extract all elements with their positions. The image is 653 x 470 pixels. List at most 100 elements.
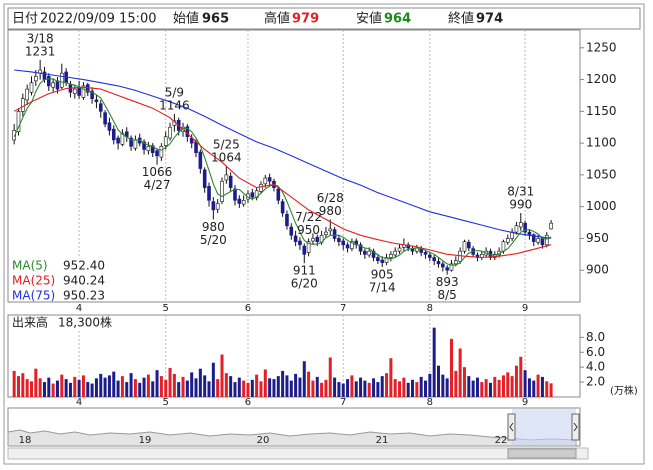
candle-body <box>298 240 302 246</box>
candle-body <box>462 241 467 252</box>
candle-body <box>505 238 510 243</box>
volume-bar <box>268 378 272 397</box>
candle-body <box>432 257 436 261</box>
scrollbar[interactable] <box>7 447 589 460</box>
legend-name: MA(25) <box>12 274 55 288</box>
volume-bar <box>86 382 90 397</box>
annotation-date: 5/20 <box>200 233 227 247</box>
candle-body <box>345 244 350 249</box>
volume-bar <box>237 377 241 397</box>
annotation-date: 7/14 <box>369 281 396 295</box>
volume-bar <box>437 365 441 397</box>
y-tick-label: 900 <box>586 263 609 277</box>
volume-bar <box>203 375 207 397</box>
candle-body <box>21 98 25 112</box>
annotation-date: 3/18 <box>27 31 54 45</box>
navigator-label: 21 <box>376 435 389 446</box>
candle-body <box>59 72 64 88</box>
annotation-date: 7/22 <box>295 210 322 224</box>
volume-bar <box>519 356 523 397</box>
candle-body <box>384 257 389 263</box>
candle-body <box>146 145 151 152</box>
volume-bar <box>216 379 220 397</box>
candle-body <box>133 139 138 149</box>
x-tick-label: 5 <box>163 303 169 314</box>
volume-bar <box>545 381 549 397</box>
volume-bar <box>471 380 475 397</box>
candle-body <box>389 254 393 258</box>
volume-bar <box>146 374 150 397</box>
candle-body <box>228 175 233 188</box>
x-tick-label: 4 <box>76 303 82 314</box>
candle-body <box>337 238 341 242</box>
candle-body <box>289 226 294 236</box>
candle-body <box>77 86 81 96</box>
candle-body <box>501 241 506 252</box>
navigator-handle-left[interactable] <box>507 413 516 441</box>
volume-bar <box>449 338 453 397</box>
volume-bar <box>77 379 81 397</box>
volume-panel <box>7 314 581 398</box>
candle-body <box>47 76 51 87</box>
volume-bar <box>220 354 224 397</box>
navigator-handle-right[interactable] <box>571 413 580 441</box>
volume-bar <box>190 372 194 397</box>
navigator-range[interactable] <box>512 409 576 445</box>
volume-bar <box>246 382 250 397</box>
candle-body <box>363 250 367 255</box>
volume-bar <box>328 357 332 397</box>
candle-body <box>454 260 458 265</box>
volume-bar <box>29 381 33 397</box>
candle-body <box>315 236 320 242</box>
volume-bar <box>99 373 103 397</box>
volume-bar <box>276 376 280 397</box>
annotation-price: 1231 <box>25 44 56 58</box>
navigator-label: 19 <box>139 435 152 446</box>
datetime: 2022/09/09 15:00 <box>40 12 157 27</box>
volume-bar <box>298 377 302 397</box>
candle-body <box>276 188 281 201</box>
candle-body <box>423 252 428 255</box>
volume-bar <box>380 376 384 397</box>
volume-bar <box>64 379 68 397</box>
candle-body <box>16 111 21 132</box>
x-tick-label: 7 <box>340 397 346 408</box>
volume-bar <box>527 378 531 397</box>
volume-bar <box>359 377 363 397</box>
scrollbar-thumb[interactable] <box>507 448 577 459</box>
volume-bar <box>107 375 111 397</box>
candle-body <box>98 103 103 112</box>
volume-latest: 18,300株 <box>58 315 112 330</box>
x-tick-label: 8 <box>427 303 433 314</box>
volume-bar <box>16 376 20 397</box>
candle-body <box>428 254 432 258</box>
legend-name: MA(75) <box>12 289 55 303</box>
candle-body <box>393 250 398 256</box>
volume-bar <box>441 374 445 397</box>
candle-body <box>441 263 445 268</box>
candle-body <box>302 245 307 255</box>
volume-bar <box>393 379 397 397</box>
volume-bar <box>324 379 328 397</box>
candle-body <box>250 192 255 198</box>
volume-bar <box>428 373 432 397</box>
volume-bar <box>133 379 137 397</box>
volume-bar <box>311 380 315 397</box>
volume-bar <box>233 382 237 397</box>
volume-bar <box>402 377 406 397</box>
volume-bar <box>177 382 181 397</box>
volume-bar <box>168 367 172 397</box>
candle-body <box>81 85 86 98</box>
volume-bar <box>224 373 228 397</box>
x-tick-label: 8 <box>427 397 433 408</box>
navigator-label: 20 <box>257 435 270 446</box>
volume-bar <box>250 379 254 397</box>
annotation-price: 1064 <box>211 151 242 165</box>
candle-body <box>259 184 263 192</box>
y-tick-label: 1250 <box>586 40 617 54</box>
x-tick-label: 4 <box>76 397 82 408</box>
volume-bar <box>458 348 462 397</box>
volume-bar <box>411 379 415 397</box>
volume-bar <box>549 383 553 397</box>
candle-body <box>263 177 268 185</box>
